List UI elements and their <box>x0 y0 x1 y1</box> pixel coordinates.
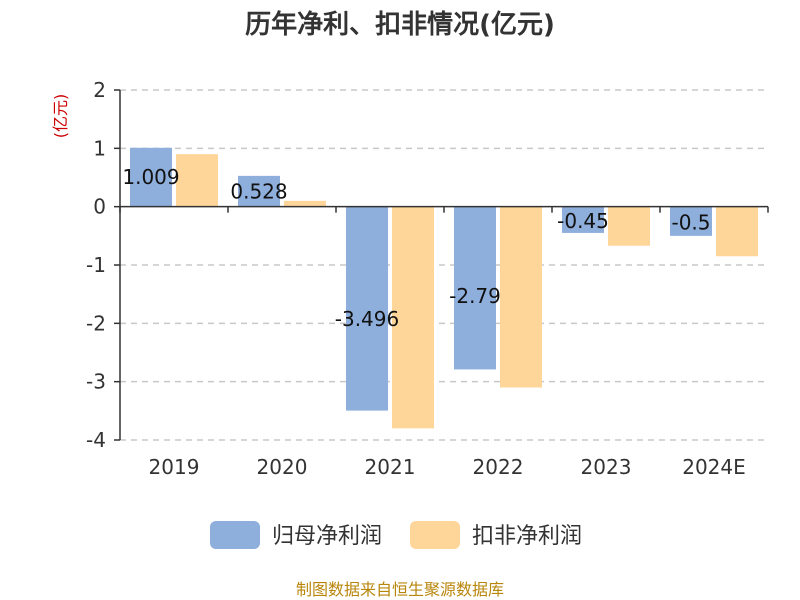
y-tick-label: 1 <box>93 136 106 160</box>
legend-swatch <box>210 521 260 549</box>
legend-item[interactable]: 归母净利润 <box>210 521 382 549</box>
x-tick-label: 2023 <box>581 455 632 479</box>
legend-label: 扣非净利润 <box>472 524 582 549</box>
x-tick-labels: 2019 2020 2021 2022 2023 2024E <box>149 455 746 479</box>
data-label: -0.5 <box>671 211 710 235</box>
gridlines <box>120 89 768 441</box>
bar-deducted-profit <box>176 154 218 207</box>
y-tick-label: -4 <box>86 428 106 452</box>
bar-net-profit <box>454 206 496 370</box>
data-label: -3.496 <box>335 307 399 331</box>
bar-net-profit <box>130 147 172 207</box>
y-tick-label: -3 <box>86 370 106 394</box>
source-note: 制图数据来自恒生聚源数据库 <box>296 580 504 599</box>
data-label: -2.79 <box>449 284 501 308</box>
chart-title: 历年净利、扣非情况(亿元) <box>245 9 555 40</box>
bar-deducted-profit <box>392 206 434 429</box>
legend-swatch <box>410 521 460 549</box>
bar-net-profit <box>238 175 280 207</box>
x-tick-label: 2024E <box>682 455 746 479</box>
axes <box>114 89 769 441</box>
y-tick-label: -1 <box>86 253 106 277</box>
x-tick-label: 2020 <box>257 455 308 479</box>
bars <box>130 147 758 429</box>
bar-deducted-profit <box>500 206 542 388</box>
bar-deducted-profit <box>284 200 326 207</box>
x-tick-label: 2021 <box>365 455 416 479</box>
bar-net-profit <box>346 206 388 411</box>
bar-net-profit <box>670 206 712 236</box>
x-tick-label: 2022 <box>473 455 524 479</box>
data-labels: 1.009 0.528 -3.496 -2.79 -0.45 -0.5 <box>122 165 710 331</box>
y-tick-label: -2 <box>86 311 106 335</box>
y-tick-label: 0 <box>93 195 106 219</box>
data-label: 1.009 <box>122 165 179 189</box>
data-label: 0.528 <box>230 179 287 203</box>
legend[interactable]: 归母净利润 扣非净利润 <box>210 521 582 549</box>
y-tick-label: 2 <box>93 78 106 102</box>
y-axis-label: (亿元) <box>51 94 70 139</box>
x-tick-label: 2019 <box>149 455 200 479</box>
legend-label: 归母净利润 <box>272 524 382 549</box>
bar-deducted-profit <box>716 206 758 257</box>
y-tick-labels: 2 1 0 -1 -2 -3 -4 <box>86 78 106 452</box>
bar-net-profit <box>562 206 604 233</box>
data-label: -0.45 <box>557 209 609 233</box>
legend-item[interactable]: 扣非净利润 <box>410 521 582 549</box>
bar-deducted-profit <box>608 206 650 246</box>
